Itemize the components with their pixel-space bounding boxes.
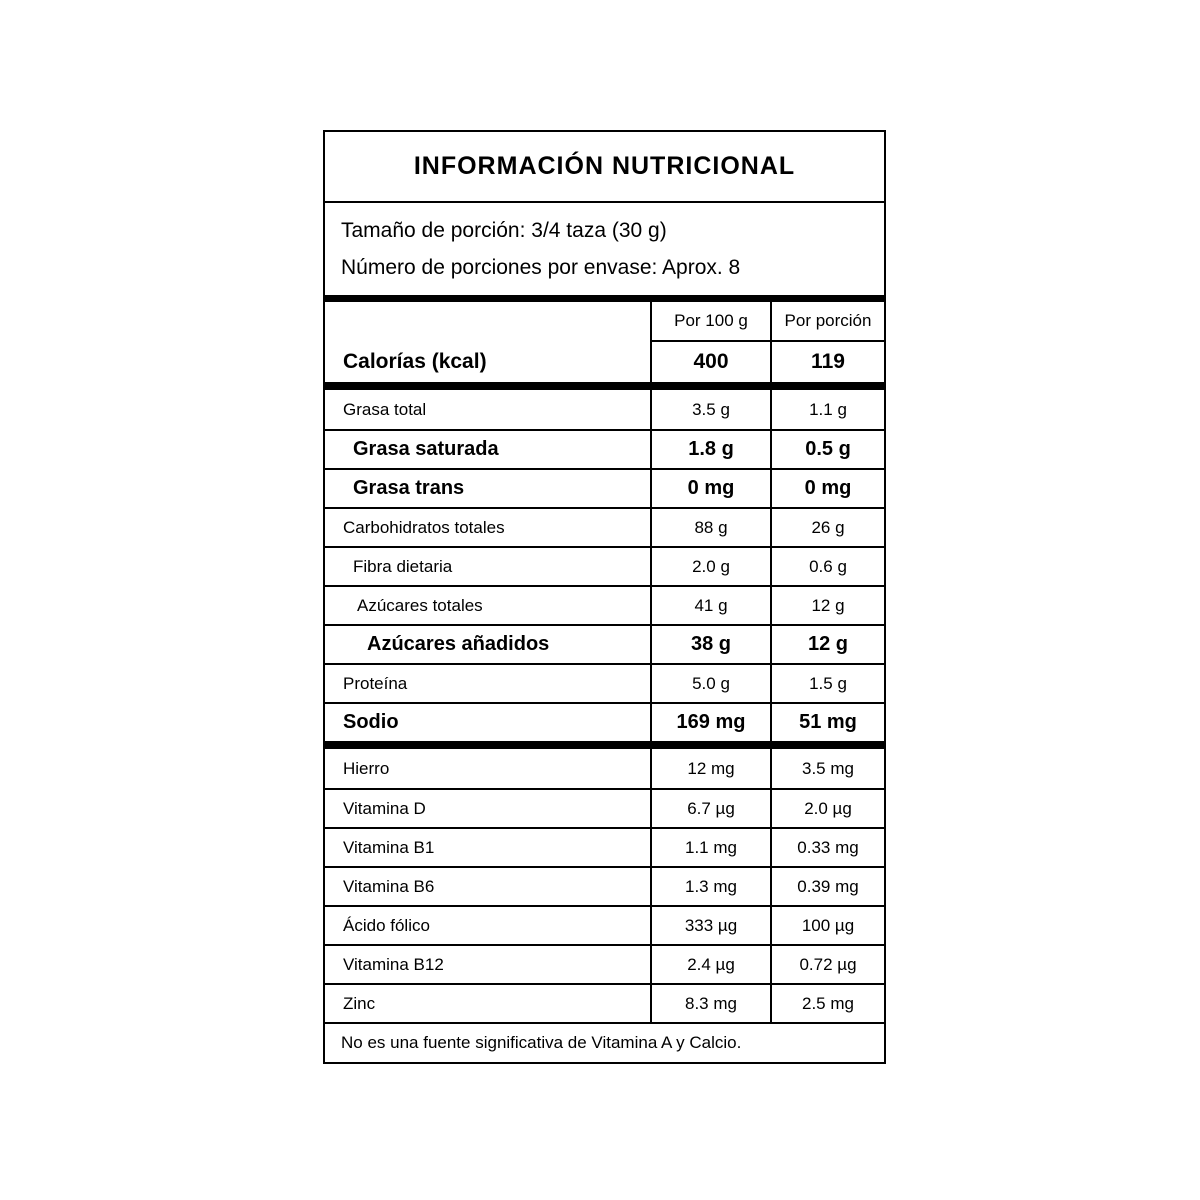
nutrient-per-portion: 0.39 mg <box>770 868 884 905</box>
column-header-row: Por 100 g Por porción <box>325 302 884 342</box>
nutrient-row-carbohidratos: Carbohidratos totales 88 g 26 g <box>325 507 884 546</box>
column-header-spacer <box>325 302 650 342</box>
nutrient-row-grasa-trans: Grasa trans 0 mg 0 mg <box>325 468 884 507</box>
nutrient-label: Ácido fólico <box>343 915 430 935</box>
servings-per-container: Número de porciones por envase: Aprox. 8 <box>341 256 741 279</box>
nutrient-per100g: 169 mg <box>650 704 770 741</box>
nutrient-per100g: 2.0 g <box>650 548 770 585</box>
nutrient-row-grasa-saturada: Grasa saturada 1.8 g 0.5 g <box>325 429 884 468</box>
nutrient-per-portion: 12 g <box>770 626 884 663</box>
nutrition-label: INFORMACIÓN NUTRICIONAL Tamaño de porció… <box>323 130 886 1064</box>
nutrient-label: Sodio <box>343 711 399 733</box>
micronutrient-row-vitamina-b12: Vitamina B12 2.4 µg 0.72 µg <box>325 944 884 983</box>
nutrient-label: Vitamina B12 <box>343 954 444 974</box>
nutrient-per100g: 0 mg <box>650 470 770 507</box>
nutrient-per100g: 1.8 g <box>650 431 770 468</box>
nutrient-per100g: 12 mg <box>650 749 770 788</box>
nutrient-label: Grasa trans <box>353 477 465 499</box>
nutrient-label: Grasa saturada <box>353 438 499 460</box>
nutrient-label: Fibra dietaria <box>353 556 453 576</box>
calories-per-portion: 119 <box>770 342 884 382</box>
nutrient-per100g: 1.3 mg <box>650 868 770 905</box>
nutrient-label: Azúcares totales <box>357 595 483 615</box>
nutrient-label: Vitamina D <box>343 798 426 818</box>
nutrient-per-portion: 0 mg <box>770 470 884 507</box>
nutrient-label: Grasa total <box>343 399 427 419</box>
footnote: No es una fuente significativa de Vitami… <box>325 1022 884 1062</box>
label-header: INFORMACIÓN NUTRICIONAL <box>325 132 884 203</box>
calories-row: Calorías (kcal) 400 119 <box>325 342 884 382</box>
nutrient-per100g: 8.3 mg <box>650 985 770 1022</box>
nutrient-per100g: 38 g <box>650 626 770 663</box>
micronutrient-row-hierro: Hierro 12 mg 3.5 mg <box>325 749 884 788</box>
micronutrient-row-acido-folico: Ácido fólico 333 µg 100 µg <box>325 905 884 944</box>
nutrient-per-portion: 12 g <box>770 587 884 624</box>
nutrient-row-proteina: Proteína 5.0 g 1.5 g <box>325 663 884 702</box>
section-divider-calories <box>325 382 884 390</box>
section-divider-sodium <box>325 741 884 749</box>
micronutrient-row-vitamina-b6: Vitamina B6 1.3 mg 0.39 mg <box>325 866 884 905</box>
nutrient-per-portion: 2.5 mg <box>770 985 884 1022</box>
serving-info: Tamaño de porción: 3/4 taza (30 g) Númer… <box>325 203 884 295</box>
nutrient-row-azucares-totales: Azúcares totales 41 g 12 g <box>325 585 884 624</box>
nutrient-per100g: 5.0 g <box>650 665 770 702</box>
nutrient-per-portion: 0.33 mg <box>770 829 884 866</box>
nutrient-per-portion: 1.1 g <box>770 390 884 429</box>
nutrient-label: Azúcares añadidos <box>367 633 550 655</box>
column-header-per100g: Por 100 g <box>650 302 770 342</box>
calories-label: Calorías (kcal) <box>343 350 487 373</box>
nutrient-per100g: 333 µg <box>650 907 770 944</box>
nutrient-per100g: 3.5 g <box>650 390 770 429</box>
micronutrient-row-vitamina-d: Vitamina D 6.7 µg 2.0 µg <box>325 788 884 827</box>
nutrient-per-portion: 2.0 µg <box>770 790 884 827</box>
nutrient-per-portion: 1.5 g <box>770 665 884 702</box>
nutrient-row-fibra: Fibra dietaria 2.0 g 0.6 g <box>325 546 884 585</box>
nutrient-per-portion: 26 g <box>770 509 884 546</box>
micronutrient-row-vitamina-b1: Vitamina B1 1.1 mg 0.33 mg <box>325 827 884 866</box>
nutrient-per100g: 1.1 mg <box>650 829 770 866</box>
nutrient-per-portion: 100 µg <box>770 907 884 944</box>
nutrient-per-portion: 0.72 µg <box>770 946 884 983</box>
nutrient-label: Hierro <box>343 758 390 778</box>
column-header-per-portion: Por porción <box>770 302 884 342</box>
nutrient-per-portion: 3.5 mg <box>770 749 884 788</box>
nutrient-per100g: 41 g <box>650 587 770 624</box>
section-divider-top <box>325 295 884 302</box>
nutrient-per100g: 2.4 µg <box>650 946 770 983</box>
micronutrient-row-zinc: Zinc 8.3 mg 2.5 mg <box>325 983 884 1022</box>
nutrient-label: Zinc <box>343 993 376 1013</box>
nutrient-label: Proteína <box>343 673 408 693</box>
nutrient-per-portion: 0.5 g <box>770 431 884 468</box>
serving-size: Tamaño de porción: 3/4 taza (30 g) <box>341 219 667 242</box>
nutrient-per-portion: 0.6 g <box>770 548 884 585</box>
nutrient-per-portion: 51 mg <box>770 704 884 741</box>
nutrient-label: Vitamina B6 <box>343 876 435 896</box>
nutrient-per100g: 6.7 µg <box>650 790 770 827</box>
nutrient-row-sodio: Sodio 169 mg 51 mg <box>325 702 884 741</box>
nutrient-label: Carbohidratos totales <box>343 517 505 537</box>
nutrient-row-azucares-anadidos: Azúcares añadidos 38 g 12 g <box>325 624 884 663</box>
label-title: INFORMACIÓN NUTRICIONAL <box>413 152 796 180</box>
nutrient-row-grasa-total: Grasa total 3.5 g 1.1 g <box>325 390 884 429</box>
nutrient-per100g: 88 g <box>650 509 770 546</box>
calories-per100g: 400 <box>650 342 770 382</box>
nutrient-label: Vitamina B1 <box>343 837 435 857</box>
